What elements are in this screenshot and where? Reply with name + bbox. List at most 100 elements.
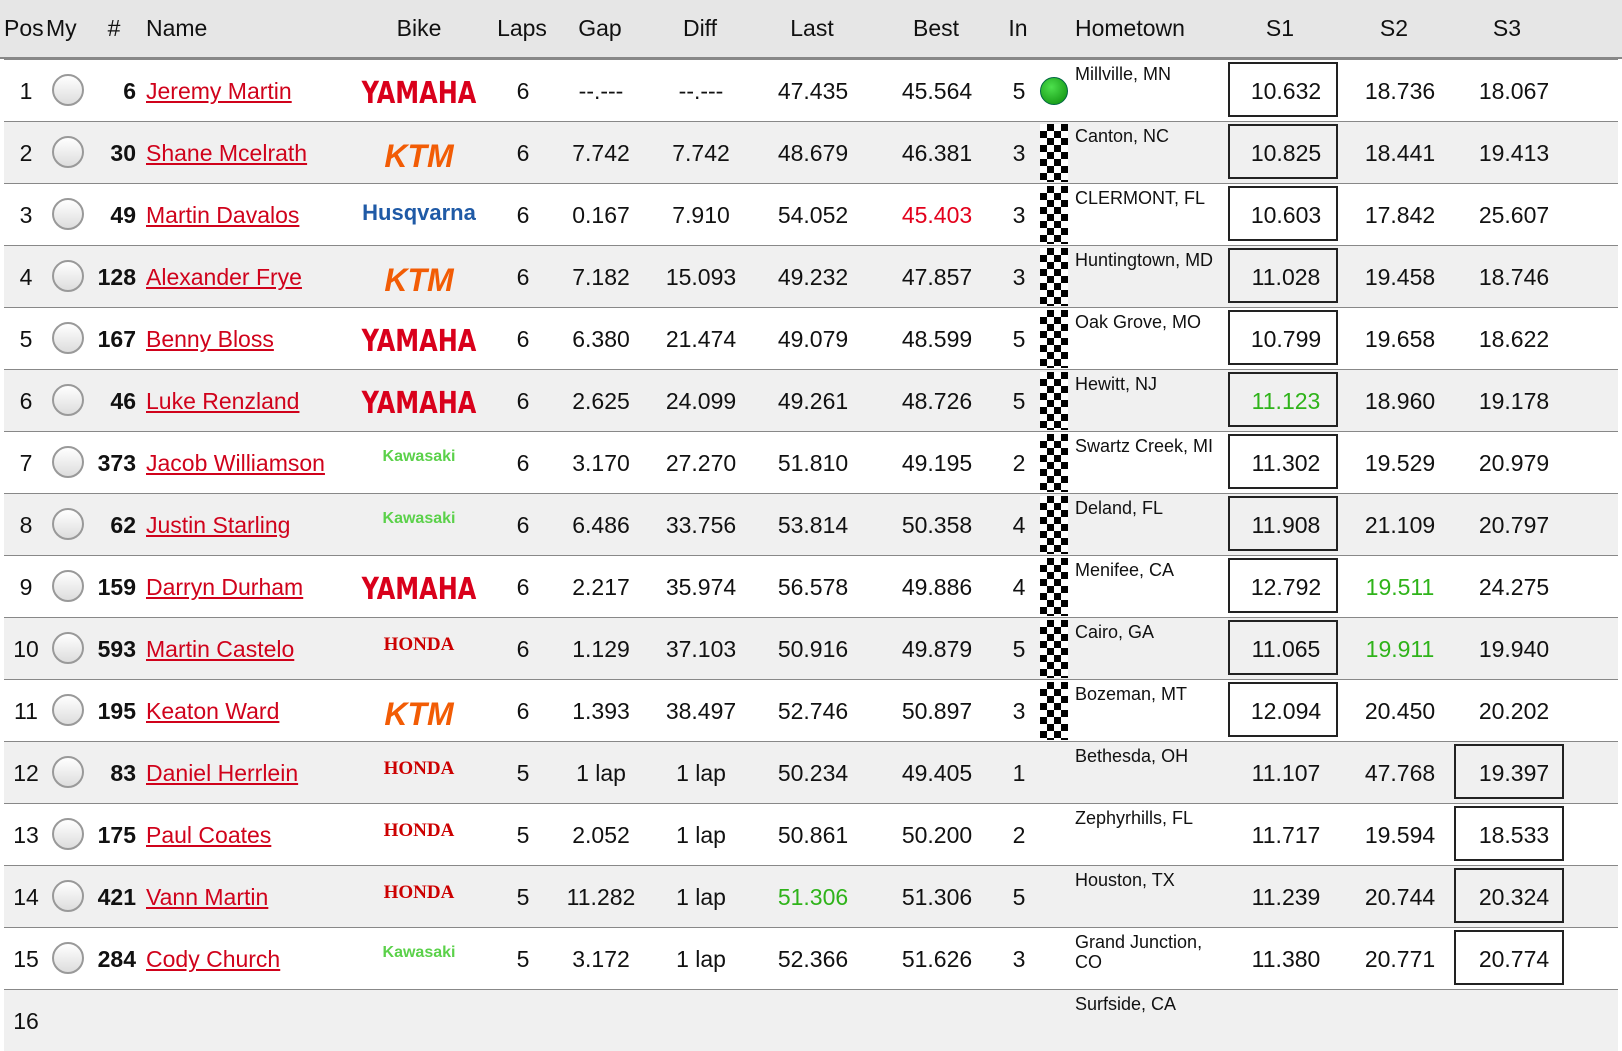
rider-name[interactable]: Shane Mcelrath bbox=[146, 140, 308, 166]
s2: 19.529 bbox=[1364, 450, 1436, 476]
bike-logo: Kawasaki bbox=[382, 510, 456, 527]
table-row: 11 195 6 1.393 38.497 52.746 50.897 3 12.094 20.4… bbox=[4, 679, 1618, 741]
rider-name[interactable]: Justin Starling bbox=[146, 512, 291, 538]
rider-number: 421 bbox=[97, 884, 136, 910]
last: 51.306 bbox=[777, 884, 849, 910]
gap: 2.217 bbox=[572, 574, 630, 600]
details-button[interactable] bbox=[52, 880, 84, 912]
laps: 6 bbox=[516, 450, 530, 476]
rider-name[interactable]: Alexander Frye bbox=[146, 264, 302, 290]
rider-name[interactable]: Cody Church bbox=[146, 946, 281, 972]
checkered-flag bbox=[1040, 558, 1068, 616]
laps: 6 bbox=[516, 78, 530, 104]
s1-box bbox=[1228, 124, 1338, 179]
s2: 47.768 bbox=[1364, 760, 1436, 786]
details-button[interactable] bbox=[52, 198, 84, 230]
in: 4 bbox=[1012, 512, 1026, 538]
pos: 16 bbox=[13, 1008, 39, 1034]
rider-name[interactable]: Jeremy Martin bbox=[146, 78, 292, 104]
details-button[interactable] bbox=[52, 756, 84, 788]
table-row: 9 159 6 2.217 35.974 56.578 49.886 4 12.792 19.51… bbox=[4, 555, 1618, 617]
best: 50.200 bbox=[901, 822, 973, 848]
rider-name[interactable]: Jacob Williamson bbox=[146, 450, 325, 476]
gap: 7.182 bbox=[572, 264, 630, 290]
bike-logo: YAMAHA bbox=[361, 572, 477, 607]
table-header bbox=[0, 0, 1622, 59]
rider-name[interactable]: Martin Davalos bbox=[146, 202, 300, 228]
checkered-flag bbox=[1040, 248, 1068, 306]
column-header: Laps bbox=[497, 15, 547, 41]
details-button[interactable] bbox=[52, 260, 84, 292]
rider-name[interactable]: Luke Renzland bbox=[146, 388, 300, 414]
table-row: 3 49 6 0.167 7.910 54.052 45.403 3 10.603 17.842 2… bbox=[4, 183, 1618, 245]
rider-name[interactable]: Vann Martin bbox=[146, 884, 269, 910]
diff: 33.756 bbox=[665, 512, 737, 538]
bike-logo: HONDA bbox=[383, 882, 455, 903]
rider-name[interactable]: Benny Bloss bbox=[146, 326, 274, 352]
hometown: Bozeman, MT bbox=[1075, 684, 1188, 704]
checkered-flag bbox=[1040, 434, 1068, 492]
details-button[interactable] bbox=[52, 570, 84, 602]
hometown: Menifee, CA bbox=[1075, 560, 1175, 580]
column-header: Pos bbox=[4, 15, 44, 41]
hometown: Huntingtown, MD bbox=[1075, 250, 1214, 270]
column-header: S1 bbox=[1265, 15, 1295, 41]
in: 5 bbox=[1012, 884, 1026, 910]
s3-box bbox=[1454, 930, 1564, 985]
last: 52.366 bbox=[777, 946, 849, 972]
s2: 18.960 bbox=[1364, 388, 1436, 414]
column-header: Bike bbox=[396, 15, 442, 41]
s2: 20.450 bbox=[1364, 698, 1436, 724]
s1-box bbox=[1228, 248, 1338, 303]
rider-name[interactable]: Paul Coates bbox=[146, 822, 272, 848]
s3: 24.275 bbox=[1478, 574, 1550, 600]
pos: 1 bbox=[19, 78, 33, 104]
details-button[interactable] bbox=[52, 74, 84, 106]
diff: 27.270 bbox=[665, 450, 737, 476]
s1: 10.632 bbox=[1250, 78, 1322, 104]
rider-name[interactable]: Martin Castelo bbox=[146, 636, 295, 662]
s1: 12.792 bbox=[1250, 574, 1322, 600]
pos: 8 bbox=[19, 512, 33, 538]
bike-logo: KTM bbox=[384, 138, 454, 174]
last: 53.814 bbox=[777, 512, 849, 538]
last: 50.861 bbox=[777, 822, 849, 848]
last: 50.916 bbox=[777, 636, 849, 662]
rider-name[interactable]: Daniel Herrlein bbox=[146, 760, 299, 786]
rider-name[interactable]: Keaton Ward bbox=[146, 698, 280, 724]
s2: 20.771 bbox=[1364, 946, 1436, 972]
details-button[interactable] bbox=[52, 384, 84, 416]
hometown: Millville, MN bbox=[1075, 64, 1171, 84]
rider-number: 62 bbox=[110, 512, 136, 538]
bike-logo: YAMAHA bbox=[361, 386, 477, 421]
last: 56.578 bbox=[777, 574, 849, 600]
s1-box bbox=[1228, 496, 1338, 551]
details-button[interactable] bbox=[52, 818, 84, 850]
table-row: 8 62 6 6.486 33.756 53.814 50.358 4 11.908 21.109… bbox=[4, 493, 1618, 555]
best: 51.306 bbox=[901, 884, 973, 910]
details-button[interactable] bbox=[52, 942, 84, 974]
s2: 20.744 bbox=[1364, 884, 1436, 910]
s1-box bbox=[1228, 558, 1338, 613]
in: 5 bbox=[1012, 636, 1026, 662]
diff: 1 lap bbox=[676, 822, 726, 848]
gap: 1.129 bbox=[572, 636, 630, 662]
s3: 20.797 bbox=[1478, 512, 1550, 538]
bike-logo: HONDA bbox=[383, 820, 455, 841]
details-button[interactable] bbox=[52, 508, 84, 540]
details-button[interactable] bbox=[52, 322, 84, 354]
s3: 20.324 bbox=[1478, 884, 1550, 910]
diff: 24.099 bbox=[665, 388, 737, 414]
best: 50.897 bbox=[901, 698, 973, 724]
in: 1 bbox=[1012, 760, 1026, 786]
details-button[interactable] bbox=[52, 694, 84, 726]
rider-name[interactable]: Darryn Durham bbox=[146, 574, 304, 600]
column-header: Diff bbox=[682, 15, 718, 41]
s1: 11.028 bbox=[1251, 264, 1321, 290]
s1: 11.717 bbox=[1251, 822, 1321, 848]
gap: 6.486 bbox=[572, 512, 630, 538]
details-button[interactable] bbox=[52, 446, 84, 478]
hometown: CLERMONT, FL bbox=[1075, 188, 1206, 208]
details-button[interactable] bbox=[52, 136, 84, 168]
details-button[interactable] bbox=[52, 632, 84, 664]
